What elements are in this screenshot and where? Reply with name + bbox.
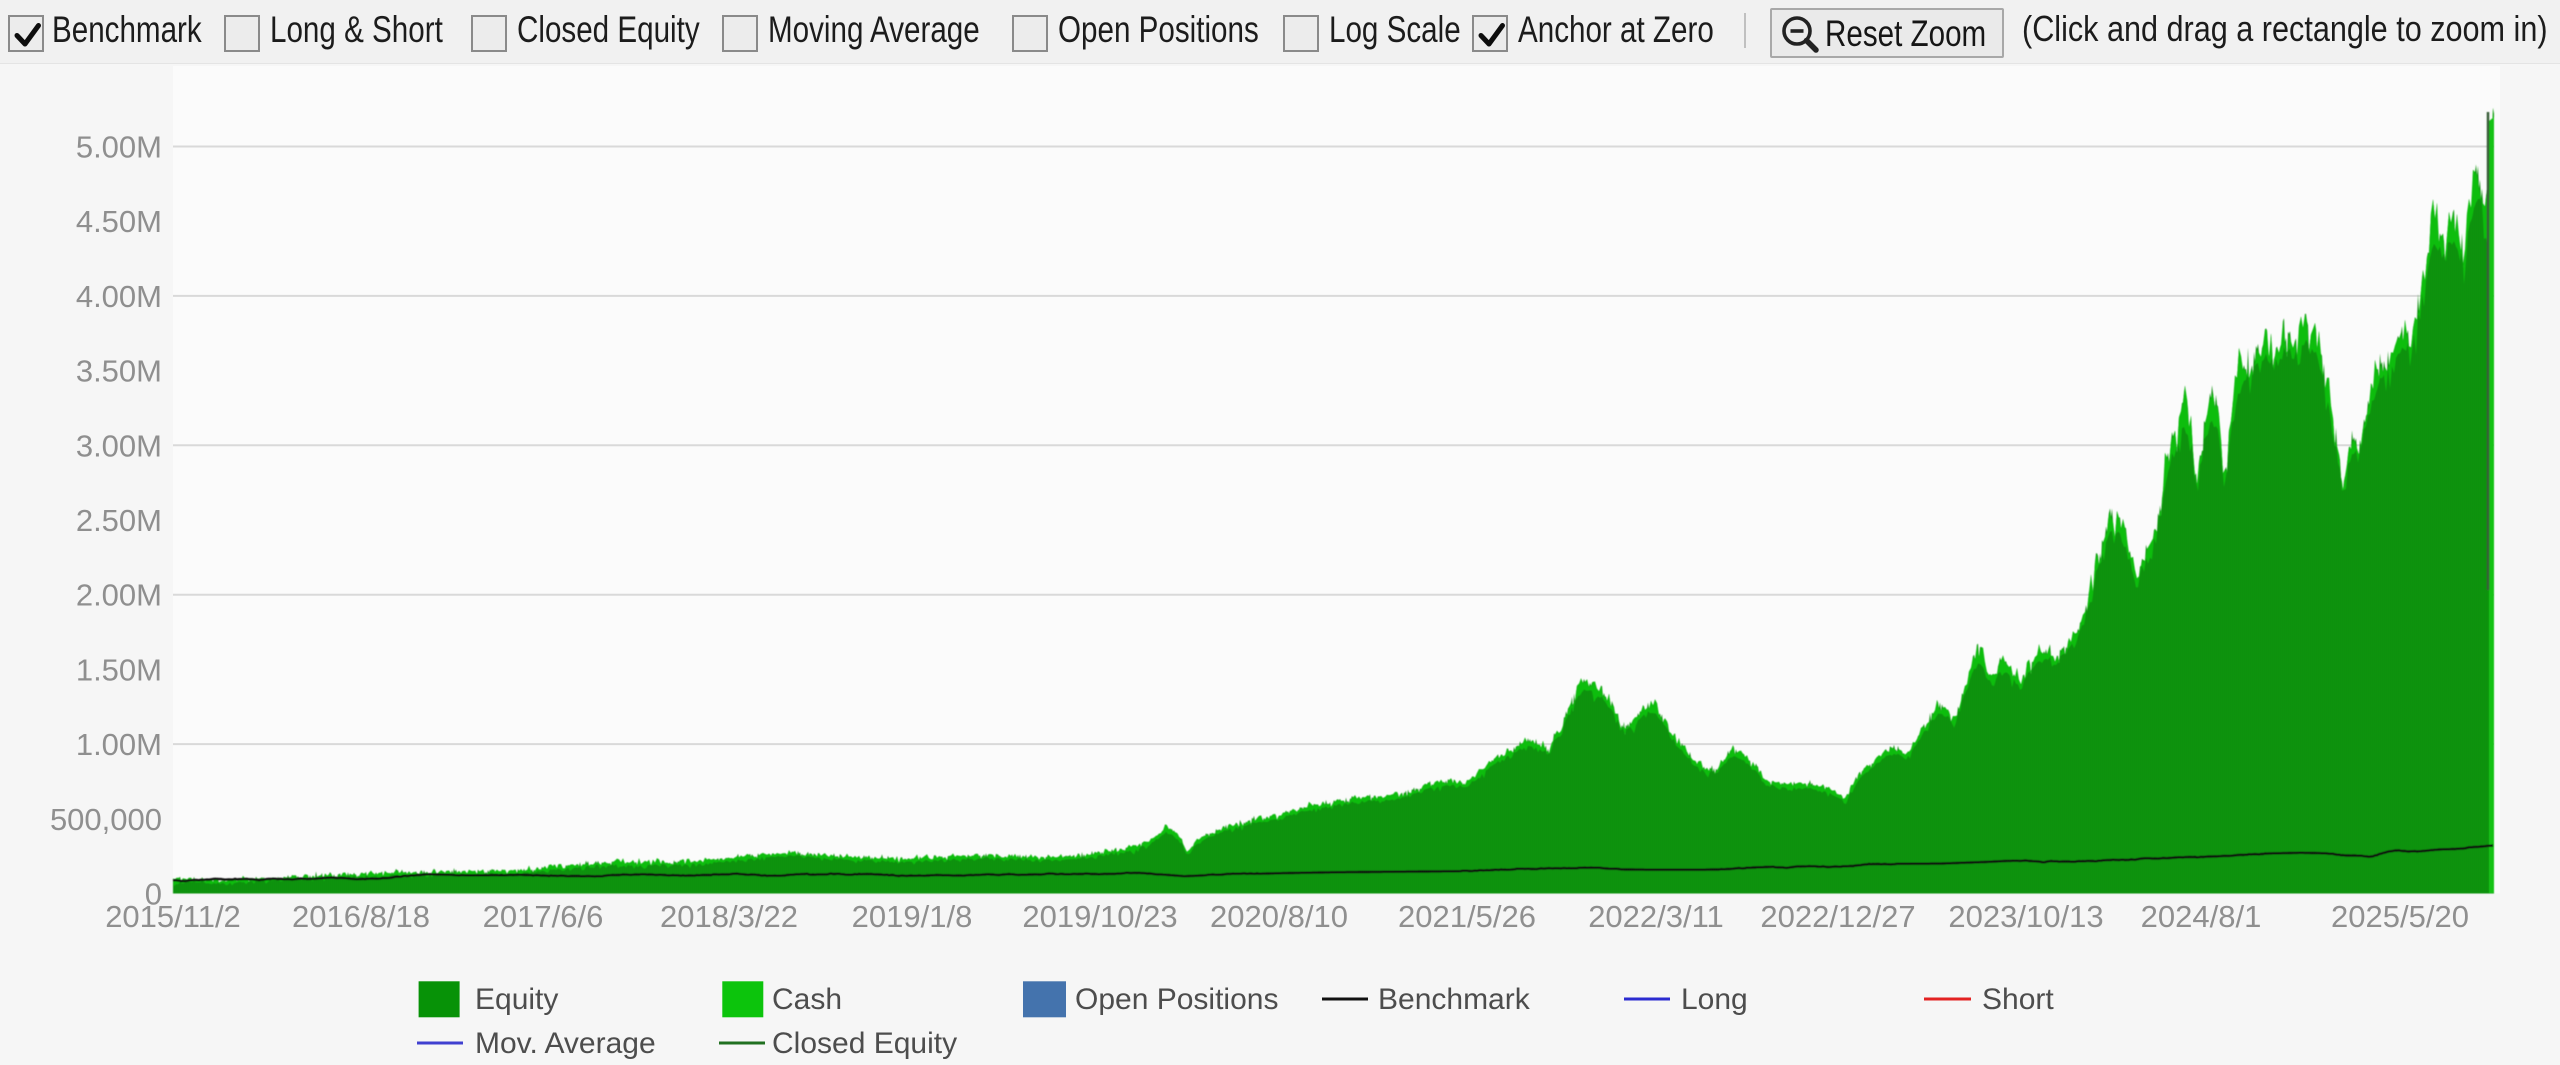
svg-text:2022/3/11: 2022/3/11 (1588, 899, 1724, 934)
svg-text:2021/5/26: 2021/5/26 (1398, 899, 1536, 934)
svg-text:2016/8/18: 2016/8/18 (292, 899, 430, 934)
svg-text:Long: Long (1681, 983, 1748, 1016)
svg-text:Open Positions: Open Positions (1075, 983, 1278, 1016)
svg-text:2019/10/23: 2019/10/23 (1022, 899, 1177, 934)
svg-text:2019/1/8: 2019/1/8 (852, 899, 973, 934)
svg-text:2022/12/27: 2022/12/27 (1760, 899, 1915, 934)
svg-text:Short: Short (1982, 983, 2054, 1016)
svg-text:Mov. Average: Mov. Average (475, 1027, 656, 1060)
svg-text:Benchmark: Benchmark (1378, 983, 1531, 1016)
svg-text:1.50M: 1.50M (76, 652, 162, 687)
svg-text:2.00M: 2.00M (76, 578, 162, 613)
svg-text:2020/8/10: 2020/8/10 (1210, 899, 1348, 934)
svg-text:3.50M: 3.50M (76, 354, 162, 389)
svg-text:2018/3/22: 2018/3/22 (660, 899, 798, 934)
svg-text:Cash: Cash (772, 983, 842, 1016)
svg-text:0: 0 (145, 877, 162, 912)
svg-text:2025/5/20: 2025/5/20 (2331, 899, 2469, 934)
svg-text:1.00M: 1.00M (76, 727, 162, 762)
svg-text:2015/11/2: 2015/11/2 (105, 899, 241, 934)
svg-text:Closed Equity: Closed Equity (772, 1027, 957, 1060)
svg-text:3.00M: 3.00M (76, 428, 162, 463)
svg-text:4.50M: 4.50M (76, 204, 162, 239)
svg-text:2024/8/1: 2024/8/1 (2141, 899, 2262, 934)
svg-text:2017/6/6: 2017/6/6 (483, 899, 604, 934)
svg-text:500,000: 500,000 (50, 802, 162, 837)
svg-text:2023/10/13: 2023/10/13 (1948, 899, 2103, 934)
svg-text:5.00M: 5.00M (76, 130, 162, 165)
svg-text:Equity: Equity (475, 983, 558, 1016)
svg-text:2.50M: 2.50M (76, 503, 162, 538)
svg-text:4.00M: 4.00M (76, 279, 162, 314)
